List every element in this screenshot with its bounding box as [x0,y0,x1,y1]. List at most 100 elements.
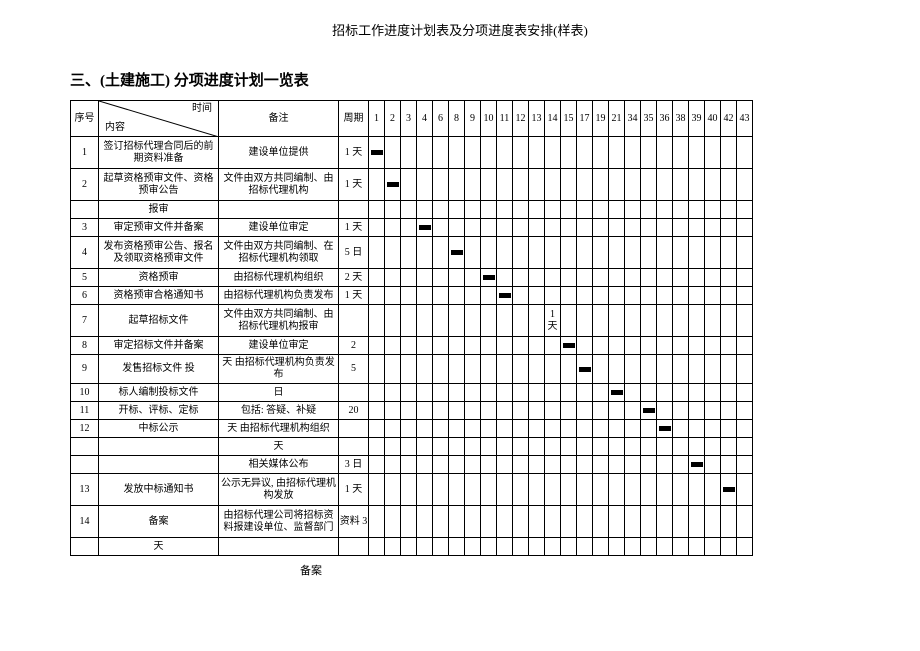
cell-day [577,269,593,287]
cell-day [449,402,465,420]
cell-day [401,137,417,169]
cell-day [417,137,433,169]
gantt-bar [371,150,383,155]
cell-day [513,384,529,402]
cell-day [401,237,417,269]
cell-day [449,287,465,305]
cell-day [641,384,657,402]
cell-content: 发售招标文件 投 [99,355,219,384]
cell-day [545,237,561,269]
cell-day [625,137,641,169]
cell-day [577,169,593,201]
cell-day [529,287,545,305]
cell-remark: 由招标代理机构组织 [219,269,339,287]
cell-day [465,219,481,237]
cell-day [385,355,401,384]
cell-day [369,269,385,287]
cell-day [705,420,721,438]
cell-period: 资料 3 [339,506,369,538]
cell-seq [71,201,99,219]
cell-day [401,538,417,556]
cell-day [417,538,433,556]
gantt-bar [611,390,623,395]
cell-day [465,237,481,269]
cell-day [369,287,385,305]
cell-day [433,219,449,237]
cell-day [705,169,721,201]
cell-day [561,237,577,269]
cell-day [497,169,513,201]
cell-day [737,201,753,219]
cell-day [545,474,561,506]
cell-day [625,538,641,556]
cell-day [481,337,497,355]
cell-day [737,420,753,438]
cell-period: 5 日 [339,237,369,269]
cell-day [497,287,513,305]
cell-day [577,355,593,384]
cell-day [401,474,417,506]
cell-day [481,305,497,337]
cell-day [545,438,561,456]
cell-content: 中标公示 [99,420,219,438]
cell-day [529,337,545,355]
cell-day [465,337,481,355]
cell-day [641,287,657,305]
cell-content: 备案 [99,506,219,538]
cell-content: 资格预审 [99,269,219,287]
cell-day [609,219,625,237]
cell-day [737,337,753,355]
cell-day [577,538,593,556]
cell-day [657,355,673,384]
cell-day [689,456,705,474]
cell-day [705,219,721,237]
cell-day [705,402,721,420]
cell-day [657,402,673,420]
cell-day [545,355,561,384]
cell-day [593,456,609,474]
cell-period [339,201,369,219]
cell-seq: 3 [71,219,99,237]
cell-day [513,337,529,355]
cell-period: 1 天 [339,287,369,305]
cell-day [577,287,593,305]
cell-day [641,538,657,556]
cell-day [369,219,385,237]
cell-remark: 建设单位审定 [219,337,339,355]
cell-remark: 建设单位审定 [219,219,339,237]
cell-period: 5 [339,355,369,384]
cell-day [625,201,641,219]
cell-day [641,402,657,420]
cell-day [433,402,449,420]
cell-day [449,420,465,438]
cell-day [449,384,465,402]
cell-period: 20 [339,402,369,420]
cell-day [513,438,529,456]
cell-day [609,456,625,474]
cell-day [497,474,513,506]
cell-day [641,355,657,384]
cell-day [433,420,449,438]
cell-day [673,420,689,438]
cell-seq: 10 [71,384,99,402]
cell-day [401,287,417,305]
header-day: 36 [657,101,673,137]
cell-day [401,402,417,420]
cell-day [385,337,401,355]
cell-day [417,384,433,402]
cell-seq [71,538,99,556]
cell-day [737,237,753,269]
header-day: 2 [385,101,401,137]
header-day: 17 [577,101,593,137]
cell-remark: 相关媒体公布 [219,456,339,474]
cell-remark: 文件由双方共同编制、由招标代理机构报审 [219,305,339,337]
cell-day [689,287,705,305]
cell-day [449,269,465,287]
cell-day [705,538,721,556]
cell-day [737,355,753,384]
cell-day [561,305,577,337]
cell-day [529,506,545,538]
cell-day [465,137,481,169]
cell-day [433,305,449,337]
cell-day [689,355,705,384]
